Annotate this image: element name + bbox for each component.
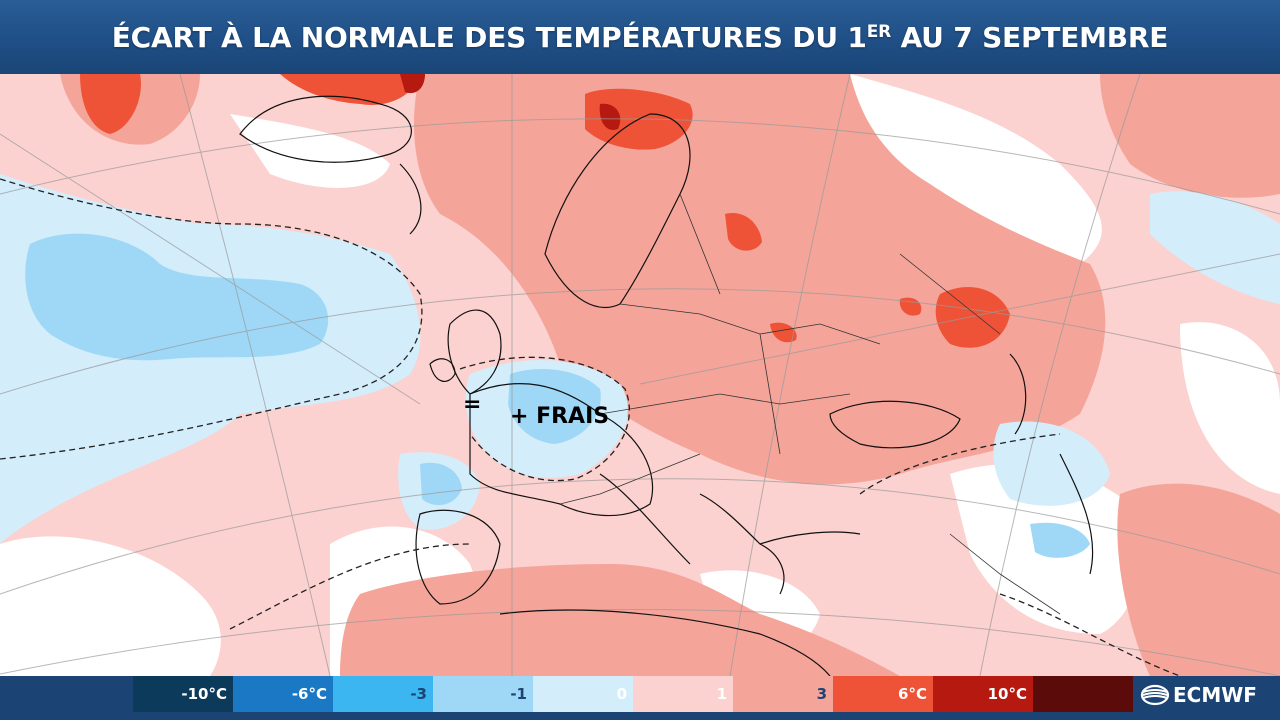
legend-label: 1 bbox=[716, 685, 727, 703]
legend-swatch: -3 bbox=[333, 676, 433, 712]
legend-label: 10°C bbox=[987, 685, 1027, 703]
legend-swatch: -6°C bbox=[233, 676, 333, 712]
legend-label: -3 bbox=[410, 685, 427, 703]
legend-label: -6°C bbox=[291, 685, 327, 703]
color-legend: -10°C -6°C -3 -1 0 1 3 6°C 10°C bbox=[133, 676, 1133, 712]
map-title: ÉCART À LA NORMALE DES TEMPÉRATURES DU 1… bbox=[111, 20, 1169, 54]
equal-annotation: = bbox=[463, 392, 482, 417]
ecmwf-logo: ECMWF bbox=[1140, 680, 1257, 710]
map-canvas bbox=[0, 74, 1280, 676]
title-superscript: ER bbox=[866, 21, 892, 42]
legend-label: 6°C bbox=[898, 685, 927, 703]
ecmwf-logo-icon bbox=[1140, 684, 1170, 706]
legend-label: -1 bbox=[510, 685, 527, 703]
title-bar: ÉCART À LA NORMALE DES TEMPÉRATURES DU 1… bbox=[0, 0, 1280, 74]
legend-swatch: 0 bbox=[533, 676, 633, 712]
legend-label: -10°C bbox=[181, 685, 227, 703]
legend-label: 3 bbox=[816, 685, 827, 703]
legend-swatch: 1 bbox=[633, 676, 733, 712]
legend-swatch: 6°C bbox=[833, 676, 933, 712]
legend-swatch: -1 bbox=[433, 676, 533, 712]
legend-label: 0 bbox=[616, 685, 627, 703]
frais-annotation: + FRAIS bbox=[510, 404, 610, 429]
legend-swatch: 10°C bbox=[933, 676, 1033, 712]
title-tail: AU 7 SEPTEMBRE bbox=[891, 20, 1169, 54]
legend-swatch: 3 bbox=[733, 676, 833, 712]
title-main: ÉCART À LA NORMALE DES TEMPÉRATURES DU 1 bbox=[111, 20, 867, 54]
ecmwf-logo-text: ECMWF bbox=[1173, 683, 1257, 707]
legend-swatch: -10°C bbox=[133, 676, 233, 712]
temperature-anomaly-map bbox=[0, 74, 1280, 676]
legend-swatch bbox=[1033, 676, 1133, 712]
